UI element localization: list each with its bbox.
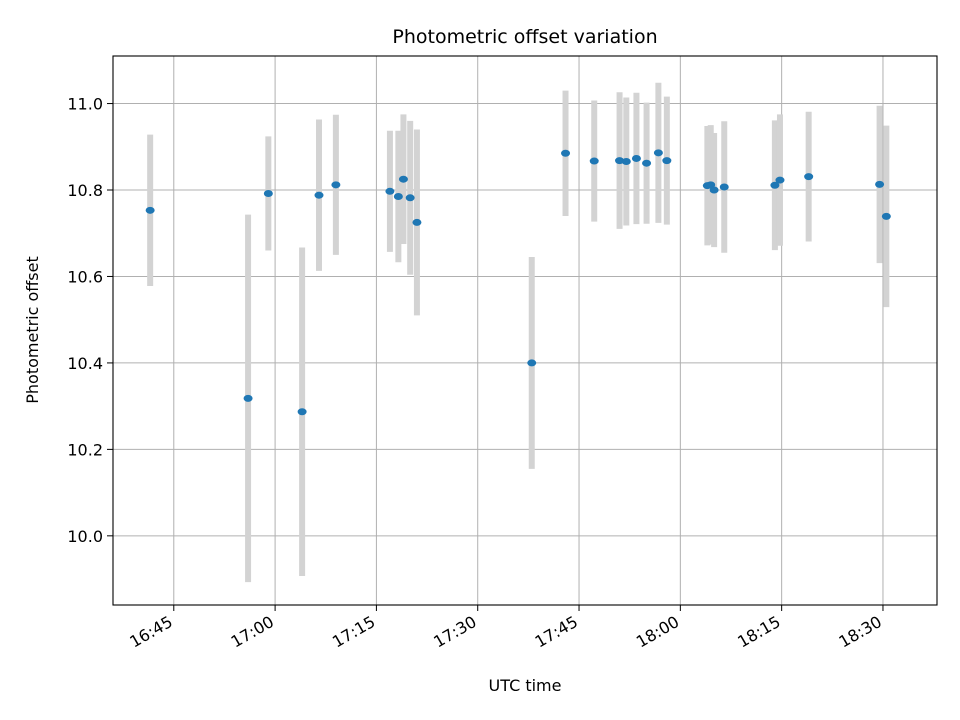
data-points [145,149,891,416]
data-point [405,194,415,202]
data-point [243,394,253,402]
data-point [770,181,780,189]
data-point [393,192,403,200]
data-point [804,173,814,181]
y-axis-title: Photometric offset [23,256,42,404]
y-tick-label: 10.8 [67,181,103,200]
data-point [589,157,599,165]
data-point [398,175,408,183]
y-axis: 10.0 10.2 10.4 10.6 10.8 11.0 [67,95,113,546]
data-point [621,157,631,165]
data-point [331,181,341,189]
data-point [561,149,571,157]
y-tick-label: 10.6 [67,267,103,286]
y-tick-label: 11.0 [67,95,103,114]
data-point [631,154,641,162]
x-axis: 16:45 17:00 17:15 17:30 17:45 18:00 18:15 18:30 [126,605,885,652]
data-point [297,408,307,416]
x-tick-label: 17:15 [329,612,378,652]
data-point [527,359,537,367]
data-point [385,187,395,195]
data-point [653,149,663,157]
data-point [314,191,324,199]
plot-frame [112,55,938,606]
data-point [706,181,716,189]
data-point [875,180,885,188]
x-tick-label: 17:45 [532,612,581,652]
x-tick-label: 16:45 [126,612,175,652]
x-tick-label: 17:00 [228,612,277,652]
data-point [662,157,672,165]
data-point [881,212,891,220]
data-point [263,189,273,197]
y-tick-label: 10.2 [67,440,103,459]
x-tick-label: 17:30 [430,612,479,652]
data-point [709,186,719,194]
x-tick-label: 18:30 [836,612,885,652]
chart-title: Photometric offset variation [392,26,657,48]
x-tick-label: 18:15 [734,612,783,652]
error-bars [147,82,890,583]
data-point [412,218,422,226]
grid [113,56,937,605]
x-axis-title: UTC time [489,676,562,695]
data-point [642,159,652,167]
y-tick-label: 10.0 [67,527,103,546]
data-point [145,206,155,214]
data-point [775,176,785,184]
x-tick-label: 18:00 [633,612,682,652]
y-tick-label: 10.4 [67,354,103,373]
data-point [615,157,625,165]
data-point [719,183,729,191]
